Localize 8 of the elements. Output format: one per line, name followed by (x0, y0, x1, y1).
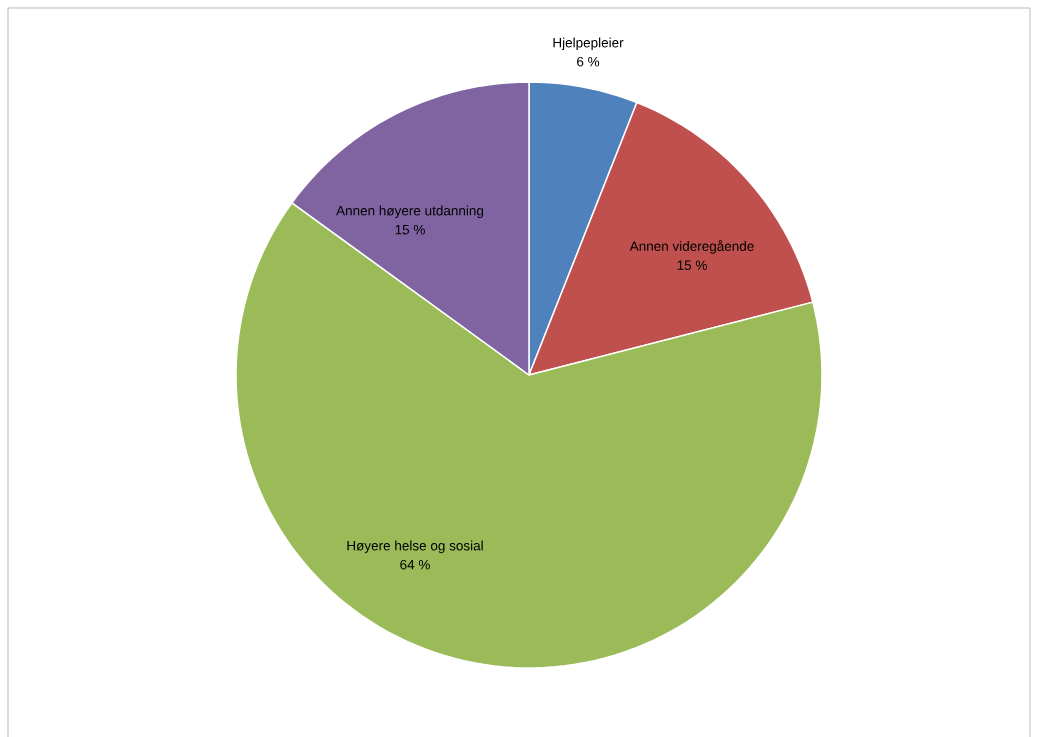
data-label: 15 % (395, 224, 425, 235)
slice-label: Høyere helse og sosial (347, 540, 483, 554)
slice-label: Annen høyere utdanning (336, 205, 484, 219)
slice-label: Hjelpepleier (553, 37, 624, 51)
slice-label: Annen videregående (629, 239, 754, 254)
data-label: 15 % (677, 260, 707, 270)
data-label: 64 % (400, 559, 430, 570)
data-label: 6 % (577, 56, 600, 67)
